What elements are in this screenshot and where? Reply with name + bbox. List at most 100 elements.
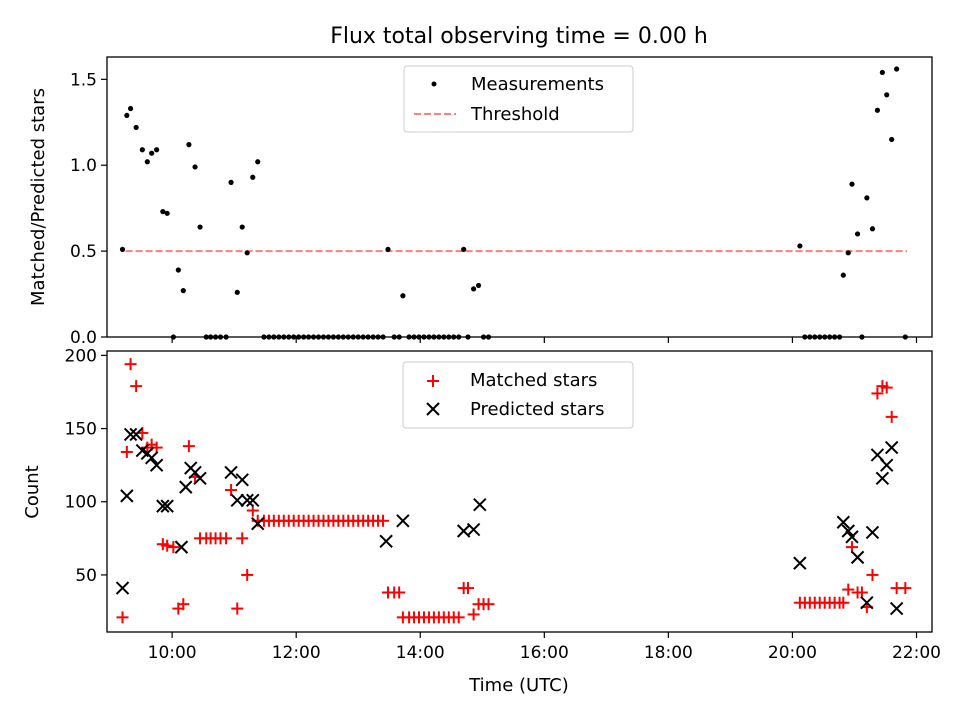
predicted-stars-point	[115, 581, 130, 595]
matched-stars-point	[225, 484, 238, 497]
figure-title: Flux total observing time = 0.00 h	[330, 24, 708, 49]
measurement-point	[854, 231, 861, 237]
legend-label-measurements: Measurements	[471, 74, 604, 95]
matched-stars-point	[167, 541, 180, 554]
count-plot-y-tick-label: 150	[65, 420, 97, 440]
matched-stars-point	[871, 387, 884, 400]
predicted-stars-point	[179, 480, 193, 494]
predicted-stars-point	[224, 465, 238, 480]
measurement-point	[180, 288, 186, 294]
matched-stars-point	[177, 598, 190, 611]
count-plot-x-tick-label: 16:00	[520, 643, 569, 663]
predicted-stars-point	[129, 427, 143, 442]
ratio-plot-y-tick-label: 0.0	[70, 328, 97, 348]
count-plot-y-tick-label: 50	[75, 566, 97, 586]
ratio-plot-y-tick-label: 0.5	[70, 242, 97, 262]
predicted-stars-point	[123, 427, 138, 442]
predicted-stars-point	[889, 601, 904, 616]
matched-stars-point	[393, 586, 406, 599]
legend-box	[402, 361, 634, 429]
count-plot-y-tick-label: 100	[65, 493, 97, 513]
measurement-point	[884, 92, 890, 98]
matched-stars-point	[182, 440, 195, 453]
measurement-point	[470, 286, 477, 292]
ratio-plot-legend: Measurements Threshold	[403, 65, 634, 133]
measurement-point	[127, 105, 134, 112]
matched-stars-point	[842, 583, 855, 596]
count-plot-x-tick-label: 22:00	[892, 643, 941, 663]
measurement-point	[149, 150, 155, 156]
matched-stars-point	[880, 381, 893, 394]
measurement-point	[124, 112, 130, 119]
predicted-stars-point	[240, 493, 254, 507]
matched-stars-point	[899, 582, 912, 595]
measurement-point	[250, 174, 256, 180]
measurement-point	[234, 289, 240, 295]
predicted-stars-point	[836, 515, 851, 529]
measurement-point	[869, 226, 876, 232]
count-plot-x-axis-label: Time (UTC)	[468, 675, 569, 696]
measurement-point	[400, 293, 406, 299]
predicted-stars-point	[379, 534, 393, 548]
matched-stars-point	[482, 598, 495, 611]
measurement-point	[385, 246, 391, 252]
matched-stars-point	[467, 608, 480, 621]
measurement-point	[175, 267, 181, 273]
count-plot-x-tick-label: 20:00	[768, 643, 817, 663]
count-plot-x-tick-label: 12:00	[272, 643, 321, 663]
predicted-stars-point	[160, 499, 174, 513]
matched-stars-point	[236, 532, 249, 545]
matched-stars-point	[241, 568, 254, 581]
measurement-point	[849, 181, 855, 187]
measurement-point	[160, 209, 166, 215]
matched-stars-point	[130, 380, 143, 393]
measurement-point	[874, 107, 881, 113]
predicted-stars-point	[841, 524, 855, 538]
matched-stars-point	[377, 514, 390, 527]
ratio-plot-y-tick-label: 1.0	[70, 156, 97, 176]
predicted-stars-point	[251, 516, 265, 531]
predicted-stars-point	[230, 493, 244, 507]
legend-label-predicted: Predicted stars	[470, 399, 604, 420]
measurement-point	[255, 159, 261, 165]
measurement-point	[186, 142, 192, 148]
measurement-point	[894, 66, 900, 72]
matched-legend-marker	[427, 375, 439, 387]
measurement-point	[840, 272, 846, 278]
measurement-point	[845, 250, 851, 256]
measurement-point	[797, 243, 803, 249]
measurement-point	[244, 250, 250, 256]
matched-stars-point	[231, 602, 244, 615]
predicted-stars-point	[396, 514, 410, 528]
count-plot-y-tick-label: 200	[65, 346, 97, 366]
count-plot-y-axis-label: Count	[22, 465, 43, 518]
predicted-stars-point	[149, 458, 164, 472]
predicted-stars-point	[793, 556, 807, 570]
predicted-stars-point	[144, 451, 159, 465]
count-plot-legend: Matched stars Predicted stars	[402, 361, 634, 429]
measurement-point	[119, 246, 126, 252]
ratio-plot-frame	[106, 56, 933, 338]
measurement-point	[164, 210, 170, 216]
measurement-point	[889, 136, 895, 143]
measurement-point	[879, 69, 885, 76]
count-plot-x-tick-label: 14:00	[396, 643, 445, 663]
predicted-stars-point	[860, 596, 874, 610]
measurement-point	[133, 124, 139, 131]
predicted-stars-point	[246, 493, 260, 507]
predicted-stars-point	[845, 530, 859, 544]
measurement-point	[475, 282, 482, 289]
measurement-point	[864, 195, 870, 201]
measurement-point	[192, 164, 198, 170]
legend-label-matched: Matched stars	[470, 370, 597, 391]
predicted-stars-point	[865, 525, 880, 540]
matched-stars-point	[885, 410, 898, 423]
matched-stars-point	[120, 445, 133, 458]
legend-box	[403, 65, 634, 133]
ratio-plot: 0.0 0.5 1.0 1.5 Matched/Predicted stars Mea…	[28, 56, 933, 348]
count-plot-frame	[106, 350, 933, 633]
predicted-stars-point	[473, 497, 487, 512]
predicted-stars-point	[875, 471, 890, 486]
predicted-stars-point	[193, 471, 207, 486]
